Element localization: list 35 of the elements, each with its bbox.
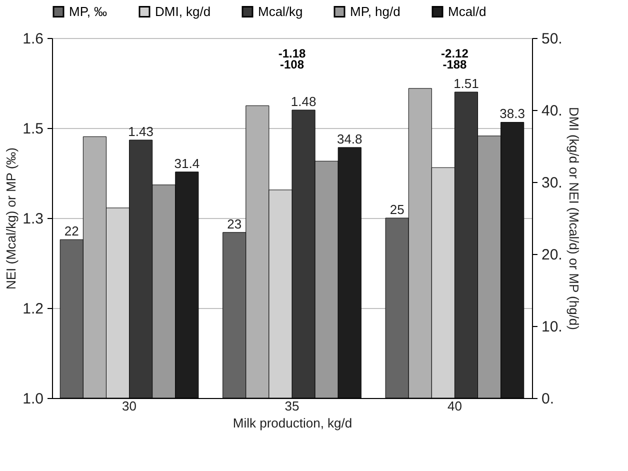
annotation: -108 [280, 58, 304, 72]
y-axis-title: NEI (Mcal/kg) or MP (‰) [4, 147, 19, 290]
data-label: 31.4 [174, 156, 200, 171]
y2-tick-label: 40. [542, 102, 562, 120]
data-label: 1.51 [454, 76, 479, 91]
legend-label: DMI, kg/d [155, 4, 211, 19]
data-label: 1.43 [128, 124, 154, 139]
y2-tick-label: 30. [542, 174, 562, 192]
x-axis-title: Milk production, kg/d [232, 416, 352, 430]
y2-tick-label: 10. [542, 318, 562, 336]
y-tick-label: 1.5 [22, 120, 44, 138]
y-tick-label: 1.0 [22, 390, 44, 408]
legend-label: MP, ‰ [69, 4, 108, 19]
annotation: -1.18 [278, 46, 306, 60]
y-tick-label: 1.2 [22, 300, 44, 318]
data-label: 25 [390, 202, 404, 217]
y2-tick-label: 20. [542, 246, 562, 264]
y2-axis-title: DMI (kg/d or NEI (Mcal/d) or MP (hg/d) [566, 107, 582, 330]
y-tick-label: 1.6 [22, 30, 44, 48]
y-tick-label: 1.3 [22, 210, 44, 228]
x-tick-label: 40 [447, 398, 462, 414]
x-tick-label: 35 [284, 398, 300, 414]
legend-label: MP, hg/d [350, 4, 400, 19]
legend-label: Mcal/d [448, 4, 486, 19]
legend-label: Mcal/kg [258, 4, 303, 19]
data-label: 34.8 [336, 131, 362, 146]
data-label: 22 [64, 224, 79, 239]
y2-tick-label: 0. [542, 390, 554, 408]
data-label: 23 [227, 216, 242, 232]
data-label: 1.48 [290, 94, 316, 109]
data-label: 38.3 [500, 106, 525, 122]
x-tick-label: 30 [122, 398, 137, 414]
annotation: -2.12 [441, 46, 469, 60]
annotation: -188 [442, 58, 468, 72]
y2-tick-label: 50. [542, 30, 562, 48]
